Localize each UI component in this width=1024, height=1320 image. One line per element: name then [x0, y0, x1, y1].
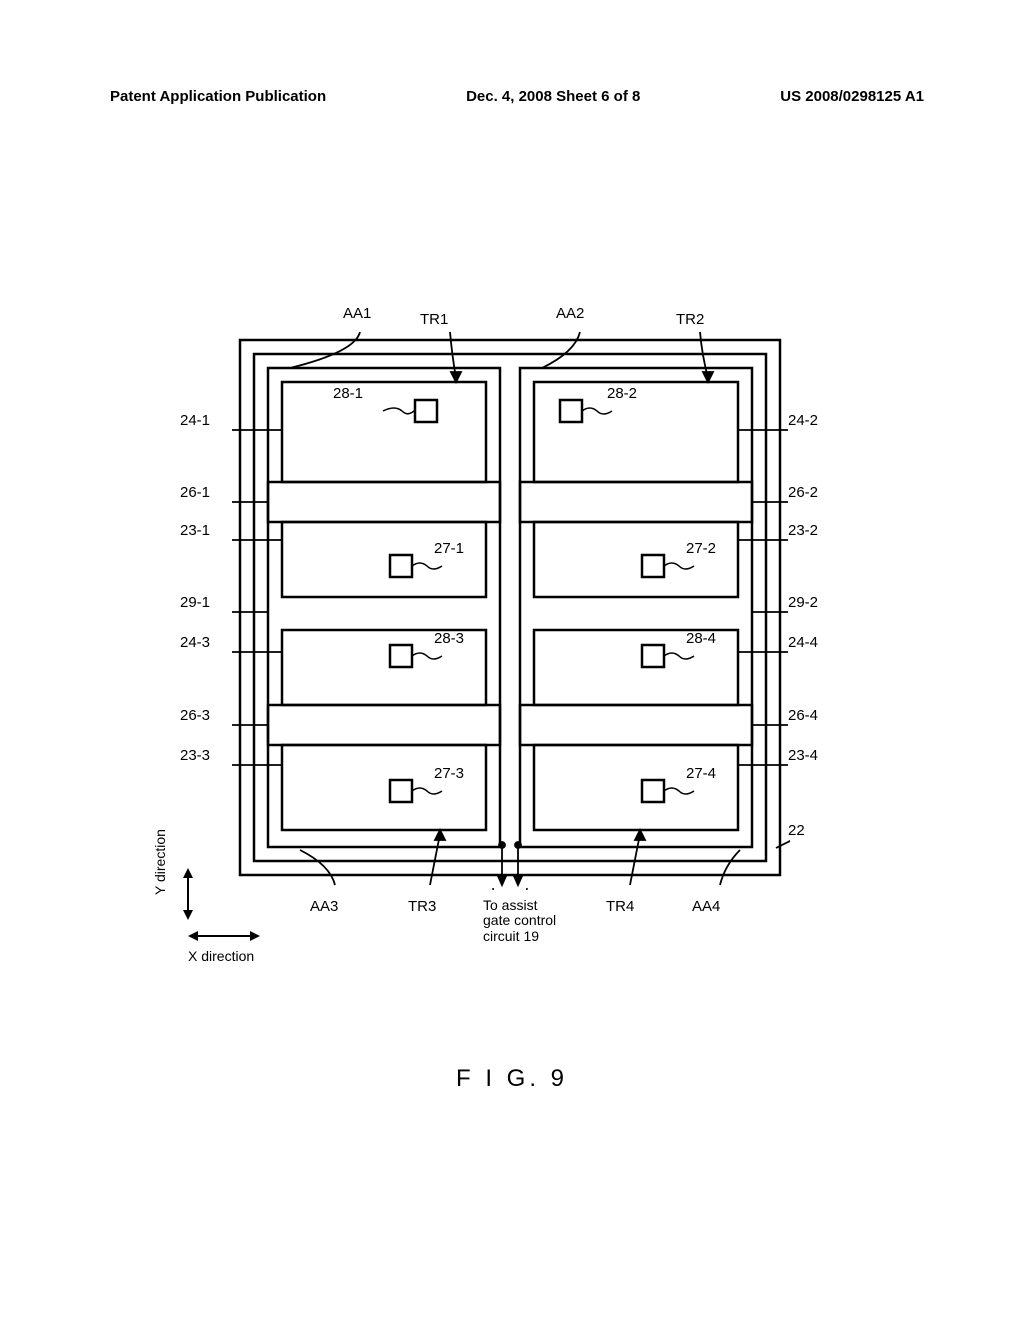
patent-header: Patent Application Publication Dec. 4, 2… [0, 88, 1024, 105]
label-24-2: 24-2 [788, 412, 818, 429]
label-27-1: 27-1 [434, 540, 464, 557]
label-aa3: AA3 [310, 898, 338, 915]
direction-indicator: Y direction X direction [160, 890, 250, 960]
label-28-4: 28-4 [686, 630, 716, 647]
label-24-3: 24-3 [180, 634, 210, 651]
label-tr3: TR3 [408, 898, 436, 915]
label-22: 22 [788, 822, 805, 839]
header-right: US 2008/0298125 A1 [780, 88, 924, 105]
label-tr1: TR1 [420, 311, 448, 328]
label-23-2: 23-2 [788, 522, 818, 539]
label-27-3: 27-3 [434, 765, 464, 782]
label-aa4: AA4 [692, 898, 720, 915]
header-center: Dec. 4, 2008 Sheet 6 of 8 [466, 88, 640, 105]
y-arrow-icon [180, 868, 196, 920]
label-23-4: 23-4 [788, 747, 818, 764]
label-26-1: 26-1 [180, 484, 210, 501]
x-direction-label: X direction [188, 948, 254, 964]
label-aa2: AA2 [556, 305, 584, 322]
label-23-1: 23-1 [180, 522, 210, 539]
figure-label: F I G. 9 [0, 1065, 1024, 1093]
label-28-3: 28-3 [434, 630, 464, 647]
label-tr4: TR4 [606, 898, 634, 915]
label-26-4: 26-4 [788, 707, 818, 724]
x-arrow-icon [188, 928, 260, 944]
label-aa1: AA1 [343, 305, 371, 322]
label-26-3: 26-3 [180, 707, 210, 724]
label-29-1: 29-1 [180, 594, 210, 611]
header-left: Patent Application Publication [110, 88, 326, 105]
label-26-2: 26-2 [788, 484, 818, 501]
y-direction-label: Y direction [152, 829, 168, 895]
label-24-4: 24-4 [788, 634, 818, 651]
label-28-1: 28-1 [333, 385, 363, 402]
label-tr2: TR2 [676, 311, 704, 328]
label-28-2: 28-2 [607, 385, 637, 402]
label-29-2: 29-2 [788, 594, 818, 611]
label-24-1: 24-1 [180, 412, 210, 429]
label-23-3: 23-3 [180, 747, 210, 764]
assist-text: To assist gate control circuit 19 [483, 898, 556, 944]
label-27-4: 27-4 [686, 765, 716, 782]
circuit-diagram [230, 330, 790, 890]
label-27-2: 27-2 [686, 540, 716, 557]
